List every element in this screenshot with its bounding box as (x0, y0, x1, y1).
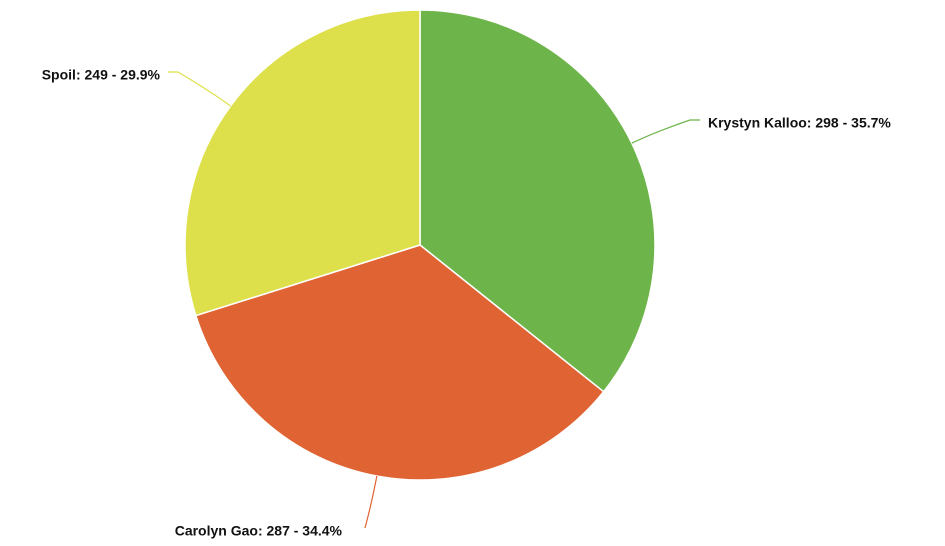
slice-label: Krystyn Kalloo: 298 - 35.7% (708, 115, 891, 131)
slice-label: Spoil: 249 - 29.9% (42, 67, 161, 83)
leader-line (168, 71, 231, 107)
leader-line (364, 475, 378, 529)
pie-slice (184, 9, 421, 317)
leader-line (631, 119, 700, 144)
slice-label: Carolyn Gao: 287 - 34.4% (175, 523, 343, 539)
